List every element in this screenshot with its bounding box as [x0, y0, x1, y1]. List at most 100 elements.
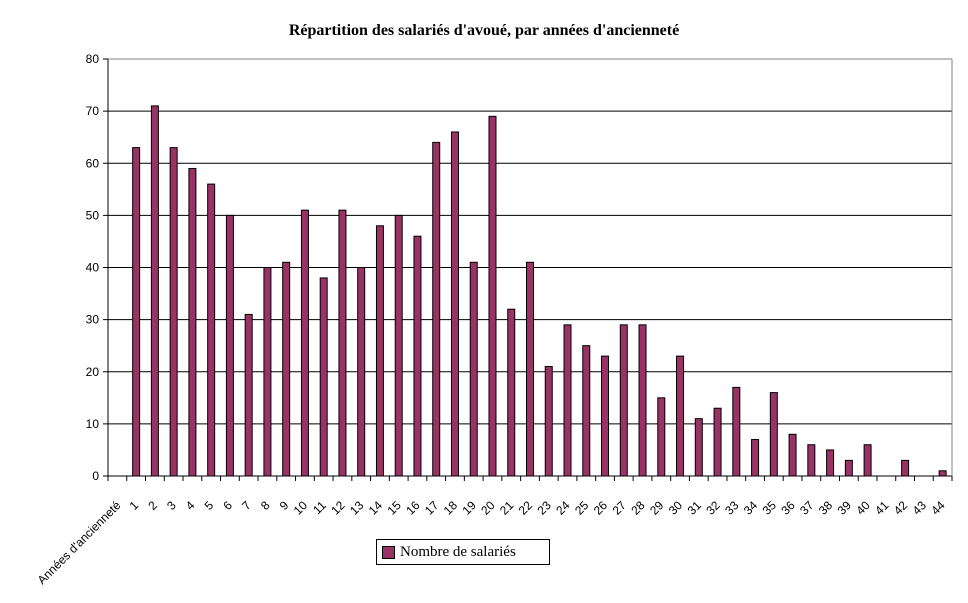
- bar: [507, 308, 516, 477]
- bar: [601, 355, 610, 477]
- bar: [282, 261, 291, 477]
- x-tick-label: 19: [460, 498, 480, 518]
- x-tick-label: 1: [127, 498, 142, 513]
- x-tick-label: 8: [258, 498, 273, 513]
- bar: [394, 214, 403, 477]
- y-tick-label: 10: [86, 417, 100, 431]
- bar: [244, 313, 253, 477]
- bar: [169, 147, 178, 477]
- x-tick-label: 18: [441, 498, 461, 518]
- x-tick-label: 41: [872, 498, 892, 518]
- x-tick-label: 27: [610, 498, 630, 518]
- x-tick-label: 14: [366, 498, 386, 518]
- bar: [788, 433, 797, 477]
- x-tick-label: 9: [277, 498, 292, 513]
- x-tick-label: 7: [239, 498, 254, 513]
- bar: [319, 277, 328, 477]
- x-tick-label: 3: [164, 498, 179, 513]
- bar: [751, 439, 760, 477]
- bar: [188, 167, 197, 477]
- bar: [413, 235, 422, 477]
- bar: [150, 105, 159, 477]
- bar: [807, 444, 816, 477]
- x-tick-label: 4: [183, 498, 198, 513]
- x-tick-label: 36: [778, 498, 798, 518]
- x-tick-label: 24: [553, 498, 573, 518]
- x-tick-label: 43: [910, 498, 930, 518]
- x-tick-label: 30: [666, 498, 686, 518]
- bar: [638, 324, 647, 477]
- x-tick-label: 26: [591, 498, 611, 518]
- x-tick-label: 25: [572, 498, 592, 518]
- x-tick-label: 34: [741, 498, 761, 518]
- x-tick-label: 35: [760, 498, 780, 518]
- bar: [769, 392, 778, 477]
- y-tick-label: 80: [86, 52, 100, 66]
- x-tick-label: 37: [797, 498, 817, 518]
- x-tick-label: 22: [516, 498, 536, 518]
- x-tick-label: 5: [202, 498, 217, 513]
- bar: [526, 261, 534, 477]
- bar: [713, 407, 722, 477]
- legend-swatch: [382, 545, 395, 559]
- y-tick-label: 40: [86, 261, 100, 275]
- y-tick-label: 0: [92, 469, 99, 483]
- bar: [938, 470, 947, 477]
- bar: [357, 267, 366, 477]
- x-tick-label: 29: [647, 498, 667, 518]
- chart-title: Répartition des salariés d'avoué, par an…: [288, 22, 680, 39]
- bar: [563, 324, 572, 477]
- x-tick-label: 31: [685, 498, 705, 518]
- bar: [732, 386, 741, 477]
- bar: [844, 459, 853, 477]
- x-tick-label: 23: [535, 498, 555, 518]
- bar: [300, 209, 309, 477]
- x-tick-label: 40: [853, 498, 873, 518]
- legend: Nombre de salariés: [376, 539, 550, 565]
- bar: [263, 267, 272, 477]
- x-tick-label: 42: [891, 498, 911, 518]
- bar: [488, 115, 497, 477]
- bar: [132, 147, 141, 477]
- bar: [338, 209, 347, 477]
- x-tick-label: 16: [403, 498, 423, 518]
- bar: [375, 225, 384, 477]
- x-tick-label: 21: [497, 498, 517, 518]
- x-tick-label: 44: [928, 498, 948, 518]
- bar: [619, 324, 628, 477]
- x-tick-label: 20: [478, 498, 498, 518]
- y-tick-label: 70: [86, 104, 100, 118]
- x-tick-label: 28: [628, 498, 648, 518]
- bar: [582, 345, 591, 477]
- y-tick-label: 60: [86, 156, 100, 170]
- legend-label: Nombre de salariés: [400, 543, 516, 560]
- bar: [432, 141, 441, 477]
- x-tick-label: 33: [722, 498, 742, 518]
- bar: [901, 459, 910, 477]
- bar: [450, 131, 459, 477]
- x-tick-label: 17: [422, 498, 442, 518]
- x-tick-label: 2: [145, 498, 160, 513]
- y-tick-label: 30: [86, 313, 100, 327]
- x-tick-label: 38: [816, 498, 836, 518]
- bar: [676, 355, 685, 477]
- bar: [826, 449, 835, 477]
- bar: [469, 261, 478, 477]
- x-tick-label: 6: [220, 498, 235, 513]
- x-tick-label: 10: [291, 498, 311, 518]
- x-tick-label: 12: [328, 498, 348, 518]
- bar: [225, 214, 234, 477]
- y-tick-label: 50: [86, 208, 100, 222]
- x-axis-label: Années d'ancienneté: [35, 498, 124, 587]
- x-tick-label: 39: [835, 498, 855, 518]
- x-tick-label: 32: [703, 498, 723, 518]
- bar: [207, 183, 216, 477]
- bar: [544, 366, 553, 477]
- bar: [657, 397, 666, 477]
- bar: [863, 444, 872, 477]
- y-tick-label: 20: [86, 365, 100, 379]
- x-tick-label: 15: [384, 498, 404, 518]
- x-tick-label: 13: [347, 498, 367, 518]
